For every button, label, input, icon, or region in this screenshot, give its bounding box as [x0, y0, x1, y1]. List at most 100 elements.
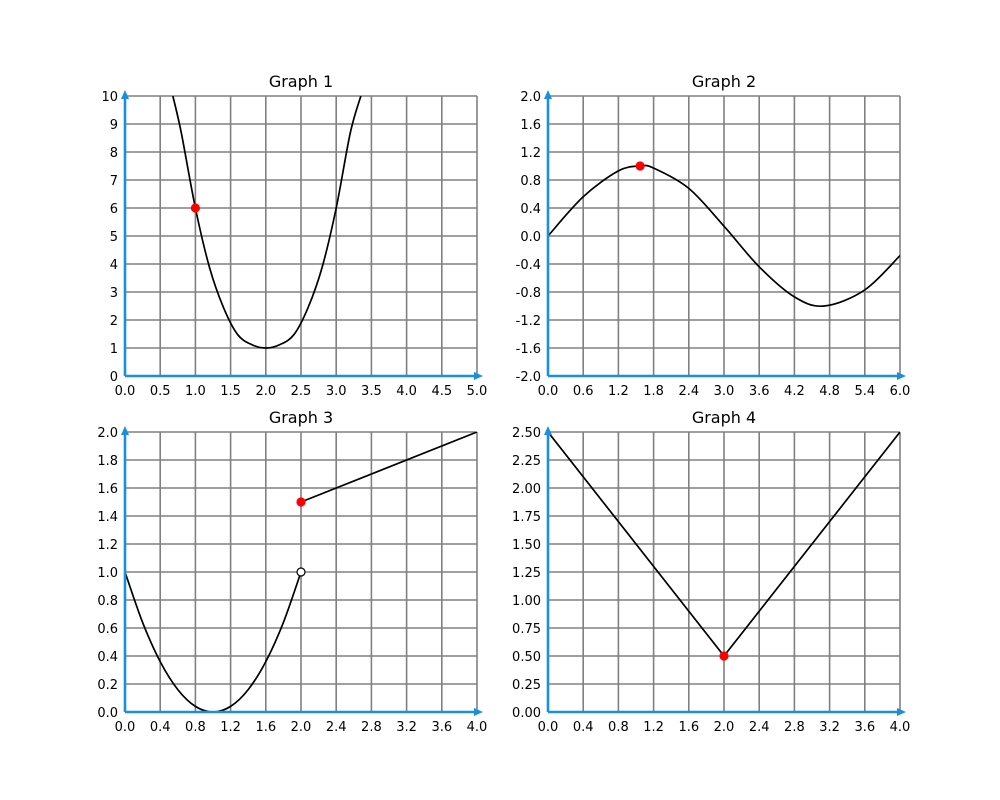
y-tick-label: 1.2: [97, 538, 118, 553]
graph-panel-3: 0.0 0.4 0.8 1.2 1.6 2.0 2.4 2.8 3.2 3.6 4.0 0.0 0.2 0…: [97, 408, 487, 735]
x-tick-label: 5.0: [467, 384, 488, 399]
x-tick-label: 2.4: [678, 384, 699, 399]
y-tick-label: 5: [110, 230, 118, 245]
x-tick-label: 3.6: [749, 384, 770, 399]
function-curve-1: [548, 164, 900, 308]
x-tick-label: 2.8: [784, 720, 805, 735]
y-tick-label: 2: [110, 314, 118, 329]
y-tick-label: 0.0: [97, 706, 118, 721]
x-tick-label: 3.6: [854, 720, 875, 735]
x-tick-label: 3.6: [431, 720, 452, 735]
x-tick-label: 0.0: [115, 720, 136, 735]
y-tick-label: -2.0: [516, 370, 541, 385]
x-tick-label: 2.4: [326, 720, 347, 735]
x-tick-label: 1.6: [678, 720, 699, 735]
x-tick-label: 2.0: [291, 720, 312, 735]
y-tick-label: 1: [110, 342, 118, 357]
y-tick-label: 8: [110, 146, 118, 161]
y-tick-label: 0.00: [512, 706, 541, 721]
y-tick-label: 1.6: [97, 482, 118, 497]
x-axis-arrow-icon: [897, 708, 906, 716]
x-axis-arrow-icon: [897, 372, 906, 380]
graph-panel-1: 0.0 0.5 1.0 1.5 2.0 2.5 3.0 3.5 4.0 4.5 5.0 0 1 2 3 4 5 6…: [101, 72, 487, 399]
y-tick-label: 0: [110, 370, 118, 385]
y-tick-label: 0.8: [97, 594, 118, 609]
x-tick-label: 3.0: [326, 384, 347, 399]
x-tick-label: 1.0: [185, 384, 206, 399]
x-tick-label: 0.8: [185, 720, 206, 735]
x-tick-label: 4.0: [467, 720, 488, 735]
y-tick-label: 1.6: [520, 118, 541, 133]
x-tick-label: 0.4: [573, 720, 594, 735]
y-tick-label: 10: [101, 90, 118, 105]
x-tick-label: 0.0: [115, 384, 136, 399]
y-tick-label: 0.0: [520, 230, 541, 245]
y-tick-label: 9: [110, 118, 118, 133]
x-tick-label: 0.6: [573, 384, 594, 399]
x-tick-label: 0.4: [150, 720, 171, 735]
highlighted-point: [719, 651, 729, 661]
x-tick-label: 0.0: [538, 720, 559, 735]
y-axis-arrow-icon: [121, 90, 129, 99]
x-tick-label: 2.8: [361, 720, 382, 735]
graph-title: Graph 4: [692, 408, 756, 427]
x-tick-label: 1.8: [643, 384, 664, 399]
function-curve-1: [172, 96, 362, 349]
y-tick-label: 2.00: [512, 482, 541, 497]
x-tick-label: 4.0: [890, 720, 911, 735]
x-tick-label: 0.0: [538, 384, 559, 399]
highlighted-point: [635, 161, 645, 171]
x-tick-label: 4.5: [431, 384, 452, 399]
y-axis-arrow-icon: [544, 426, 552, 435]
highlighted-point: [296, 497, 306, 507]
highlighted-point: [190, 203, 200, 213]
function-curve-1: [125, 571, 302, 712]
graph-panel-2: 0.0 0.6 1.2 1.8 2.4 3.0 3.6 4.2 4.8 5.4 6.0 -2.0 -1.…: [516, 72, 911, 399]
y-tick-label: 1.2: [520, 146, 541, 161]
x-tick-label: 2.5: [291, 384, 312, 399]
x-tick-label: 2.4: [749, 720, 770, 735]
x-tick-label: 3.2: [396, 720, 417, 735]
open-point: [296, 567, 306, 577]
y-tick-label: 2.50: [512, 426, 541, 441]
graph-panel-4: 0.0 0.4 0.8 1.2 1.6 2.0 2.4 2.8 3.2 3.6 4.0 0.00 0.2…: [512, 408, 910, 735]
y-tick-label: 1.75: [512, 510, 541, 525]
x-tick-label: 3.2: [819, 720, 840, 735]
y-tick-label: 1.0: [97, 566, 118, 581]
y-tick-label: 1.50: [512, 538, 541, 553]
y-tick-label: 0.4: [520, 202, 541, 217]
y-tick-label: 1.25: [512, 566, 541, 581]
y-tick-label: 0.75: [512, 622, 541, 637]
x-tick-label: 6.0: [890, 384, 911, 399]
y-tick-label: 2.0: [97, 426, 118, 441]
y-tick-label: 0.8: [520, 174, 541, 189]
x-tick-label: 1.2: [643, 720, 664, 735]
y-tick-label: 2.25: [512, 454, 541, 469]
x-tick-label: 4.8: [819, 384, 840, 399]
y-tick-label: 6: [110, 202, 118, 217]
y-tick-label: 0.4: [97, 650, 118, 665]
x-tick-label: 5.4: [854, 384, 875, 399]
x-tick-label: 3.5: [361, 384, 382, 399]
y-tick-label: 0.6: [97, 622, 118, 637]
y-tick-label: -0.4: [516, 258, 541, 273]
x-tick-label: 2.0: [255, 384, 276, 399]
x-tick-label: 2.0: [714, 720, 735, 735]
graph-title: Graph 2: [692, 72, 756, 91]
x-tick-label: 1.5: [220, 384, 241, 399]
x-tick-label: 4.0: [396, 384, 417, 399]
y-tick-label: 0.2: [97, 678, 118, 693]
x-tick-label: 0.5: [150, 384, 171, 399]
y-axis-arrow-icon: [121, 426, 129, 435]
x-tick-label: 0.8: [608, 720, 629, 735]
y-tick-label: 3: [110, 286, 118, 301]
y-tick-label: 2.0: [520, 90, 541, 105]
x-tick-label: 1.6: [255, 720, 276, 735]
x-axis-arrow-icon: [474, 708, 483, 716]
y-tick-label: 1.8: [97, 454, 118, 469]
graph-title: Graph 1: [269, 72, 333, 91]
graph-title: Graph 3: [269, 408, 333, 427]
y-tick-label: 0.25: [512, 678, 541, 693]
x-tick-label: 1.2: [608, 384, 629, 399]
